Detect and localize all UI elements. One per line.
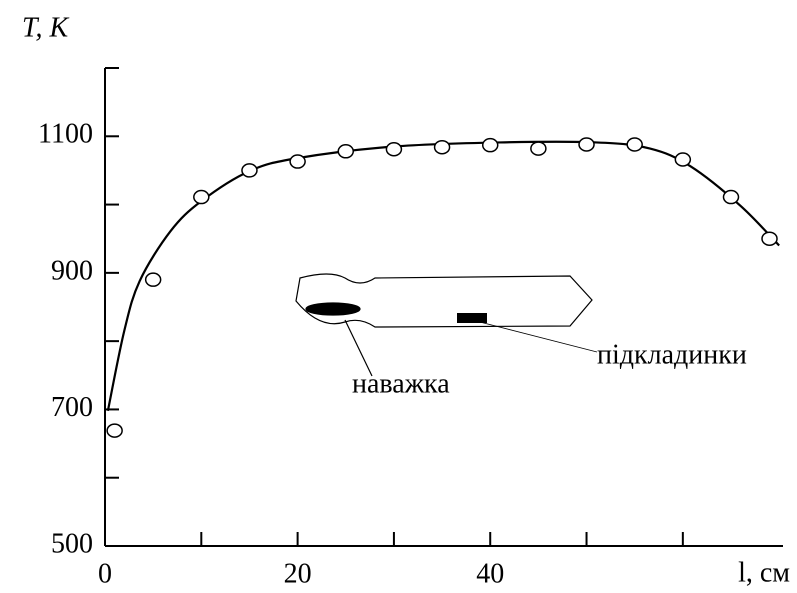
data-point (578, 137, 595, 152)
data-point (674, 152, 692, 167)
data-point (385, 142, 403, 157)
data-point (193, 189, 210, 205)
x-tick-label: 0 (98, 558, 112, 589)
boat-diagram (295, 273, 598, 377)
data-point (144, 272, 162, 287)
y-axis-label: T, К (22, 12, 69, 43)
annotation: підкладинки (597, 339, 747, 370)
x-axis-label: l, см (738, 557, 790, 588)
data-point (481, 137, 499, 153)
y-tick-label: 900 (51, 255, 93, 286)
data-point (626, 137, 643, 152)
x-tick-label: 20 (284, 558, 312, 589)
data-point (530, 141, 547, 156)
data-point (722, 189, 740, 205)
y-tick-label: 1100 (38, 119, 93, 150)
y-tick-label: 500 (51, 528, 93, 559)
y-tick-label: 700 (51, 392, 93, 423)
data-point (433, 139, 451, 155)
x-tick-label: 40 (476, 558, 504, 589)
data-point (289, 154, 306, 169)
data-point (337, 144, 355, 159)
annotation: наважка (352, 368, 450, 399)
data-point (241, 163, 258, 178)
data-point (761, 231, 778, 246)
data-point (106, 423, 123, 438)
